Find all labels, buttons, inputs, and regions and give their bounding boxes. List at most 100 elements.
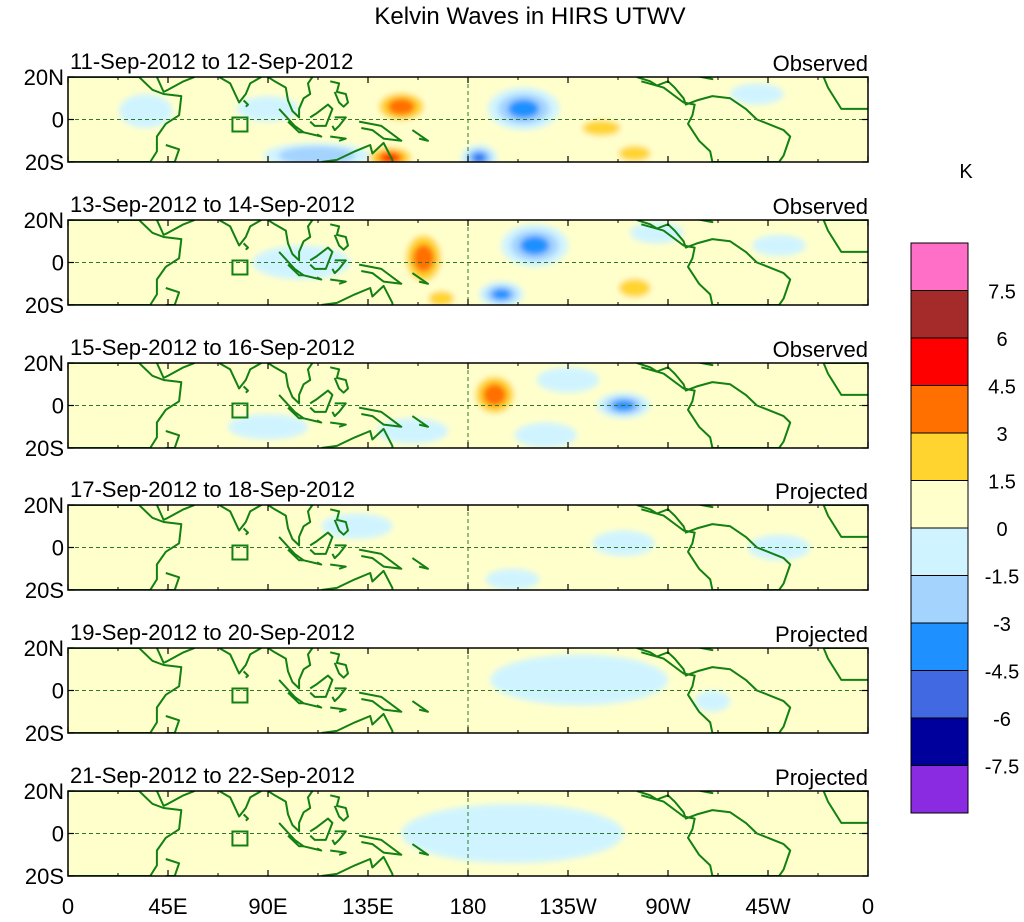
panel-status-label: Observed xyxy=(773,51,868,76)
coastline xyxy=(267,220,314,262)
anomaly-contour xyxy=(468,222,513,244)
x-tick-label: 0 xyxy=(862,894,874,919)
coastline xyxy=(321,712,394,733)
coastline xyxy=(267,505,314,547)
coastline xyxy=(331,116,347,132)
coastlines xyxy=(68,363,868,448)
anomaly-field xyxy=(119,83,784,162)
coastline xyxy=(165,572,181,590)
anomaly-field xyxy=(139,365,731,448)
anomaly-contour xyxy=(79,795,146,830)
coastlines xyxy=(68,648,868,733)
colorbar-swatch xyxy=(910,670,969,719)
colorbar-units: K xyxy=(959,161,973,183)
coastline xyxy=(155,77,196,93)
coastline xyxy=(278,251,305,277)
coastline xyxy=(696,505,714,509)
coastline xyxy=(329,508,349,536)
coastline xyxy=(68,363,183,448)
anomaly-contour xyxy=(139,401,166,423)
anomaly-contour xyxy=(301,365,346,387)
colorbar-swatch xyxy=(910,765,969,814)
y-tick-label: 0 xyxy=(52,108,64,133)
colorbar-swatch xyxy=(910,527,969,576)
panel-status-label: Observed xyxy=(773,337,868,362)
x-tick-label: 135W xyxy=(539,894,597,919)
panel-5: 19-Sep-2012 to 20-Sep-2012 Projected20N02… xyxy=(24,620,869,746)
coastline xyxy=(303,274,323,281)
coastline xyxy=(309,817,334,841)
anomaly-contour xyxy=(618,145,651,162)
anomaly-contour xyxy=(119,94,173,128)
coastline xyxy=(68,220,183,305)
coastline xyxy=(218,505,262,532)
y-tick-label: 0 xyxy=(52,679,64,704)
coastline xyxy=(242,99,249,108)
map-area: 20N 0 20S xyxy=(24,208,869,318)
coastline xyxy=(278,822,305,848)
coastline xyxy=(321,855,394,876)
coastline xyxy=(822,791,868,824)
y-tick-label: 0 xyxy=(52,394,64,419)
coastline xyxy=(330,849,347,856)
coastline xyxy=(331,687,347,703)
map-area: 20N 0 20S xyxy=(24,351,869,461)
anomaly-contour xyxy=(694,690,731,712)
colorbar-swatch xyxy=(910,480,969,529)
x-tick-label: 45E xyxy=(148,894,187,919)
coastline xyxy=(358,406,403,428)
coastline xyxy=(636,648,792,733)
anomaly-contour xyxy=(536,367,600,393)
y-tick-label: 20S xyxy=(25,864,64,889)
colorbar: K 7.5 6 4.5 3 1.5 0 -1.5 -3 -4.5 -6 -7.5 xyxy=(910,161,1019,814)
coastline xyxy=(242,527,249,536)
colorbar-swatch xyxy=(910,385,969,434)
anomaly-contour xyxy=(645,801,757,845)
coastline xyxy=(330,421,347,428)
coastline xyxy=(68,648,183,733)
coastline xyxy=(822,505,868,538)
coastline xyxy=(218,220,262,247)
panel-date-label: 11-Sep-2012 to 12-Sep-2012 xyxy=(70,49,353,74)
x-tick-label: 0 xyxy=(62,894,74,919)
y-tick-label: 20S xyxy=(25,293,64,318)
coastline xyxy=(636,363,792,448)
coastline xyxy=(242,242,249,251)
region-box xyxy=(231,830,249,847)
map-area: 20N 0 20S xyxy=(24,493,869,603)
coastline xyxy=(696,363,714,367)
x-tick-label: 180 xyxy=(450,894,487,919)
coastline xyxy=(218,363,262,390)
coastline xyxy=(636,220,792,305)
coastline xyxy=(278,679,305,705)
coastline xyxy=(411,843,429,856)
region-box xyxy=(231,402,249,419)
y-tick-label: 20N xyxy=(24,208,64,233)
coastline xyxy=(358,120,403,142)
anomaly-contour xyxy=(223,822,357,866)
coastline xyxy=(330,135,347,142)
coastline xyxy=(822,648,868,681)
coastline xyxy=(321,141,394,162)
coastline xyxy=(321,284,394,305)
y-tick-label: 20N xyxy=(24,65,64,90)
coastline xyxy=(165,144,181,162)
map-area: 20N 0 20S xyxy=(24,779,869,889)
x-tick-label: 45W xyxy=(745,894,790,919)
coastline xyxy=(330,278,347,285)
coastline xyxy=(358,834,403,856)
coastline xyxy=(303,417,323,424)
coastline xyxy=(696,791,714,795)
anomaly-field xyxy=(139,222,806,305)
coastline xyxy=(165,715,181,733)
coastline xyxy=(303,845,323,852)
coastline xyxy=(321,569,394,590)
coastline xyxy=(278,394,305,420)
y-tick-label: 20S xyxy=(25,150,64,175)
coastlines xyxy=(68,791,868,876)
coastline xyxy=(218,791,262,818)
coastline xyxy=(303,131,323,138)
coastline xyxy=(411,557,429,570)
panel-date-label: 17-Sep-2012 to 18-Sep-2012 xyxy=(70,477,355,502)
coastline xyxy=(267,77,314,119)
